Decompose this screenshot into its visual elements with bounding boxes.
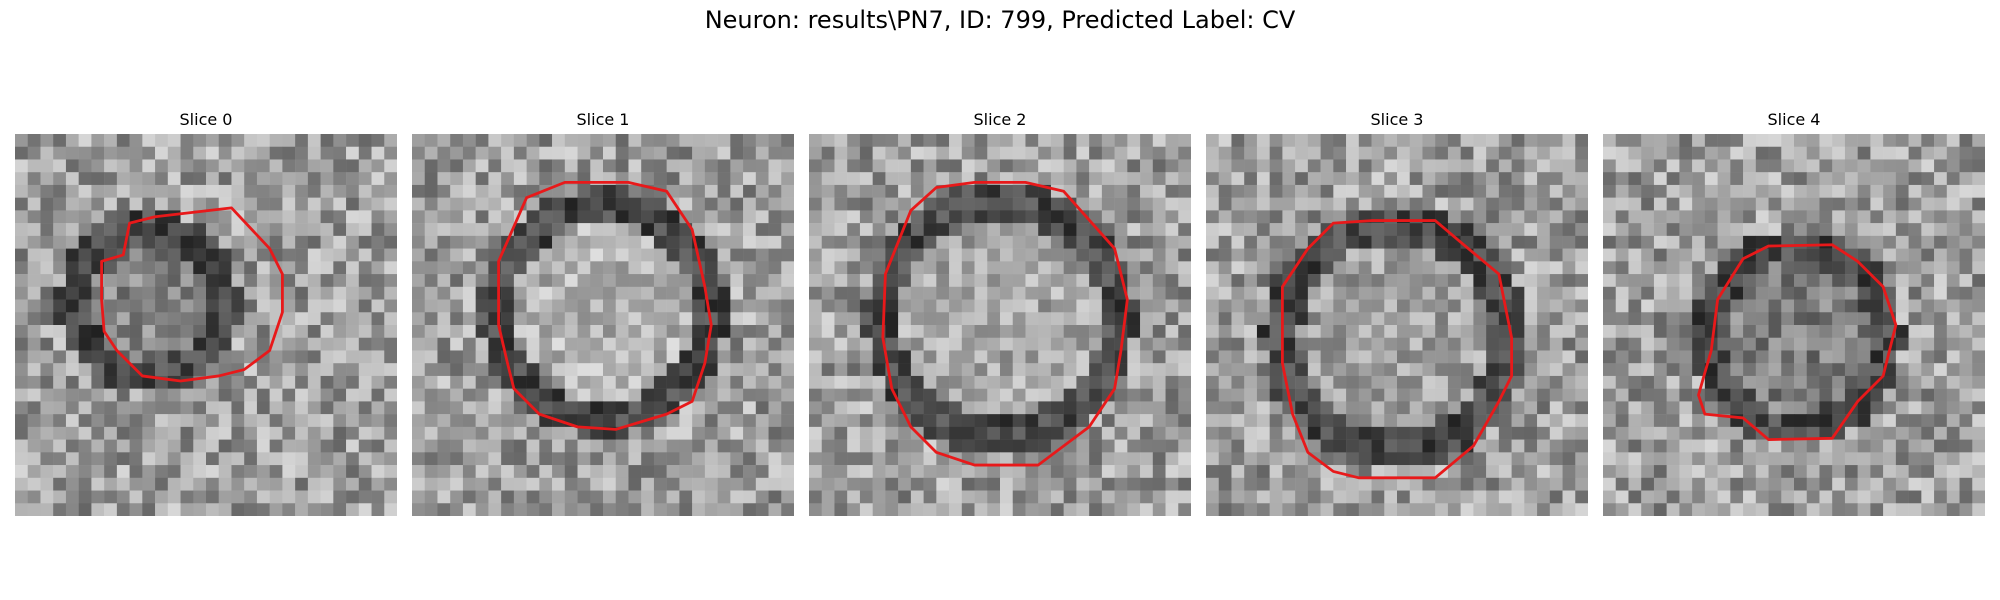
slice-panel-2: Slice 2 bbox=[809, 108, 1191, 516]
slice-image-2 bbox=[809, 134, 1191, 516]
slice-image-4 bbox=[1603, 134, 1985, 516]
slice-image-3 bbox=[1206, 134, 1588, 516]
slice-panel-1: Slice 1 bbox=[412, 108, 794, 516]
figure-title: Neuron: results\PN7, ID: 799, Predicted … bbox=[704, 6, 1296, 34]
micrograph-pixels bbox=[1206, 134, 1588, 516]
segmentation-contour bbox=[100, 206, 284, 383]
micrograph-pixels bbox=[1603, 134, 1985, 516]
segmentation-contour bbox=[1697, 243, 1898, 442]
segmentation-contour bbox=[1280, 219, 1514, 480]
slice-title: Slice 2 bbox=[973, 110, 1027, 129]
slice-title: Slice 0 bbox=[179, 110, 233, 129]
micrograph-pixels bbox=[412, 134, 794, 516]
slice-panel-3: Slice 3 bbox=[1206, 108, 1588, 516]
slice-panel-4: Slice 4 bbox=[1603, 108, 1985, 516]
slice-title: Slice 3 bbox=[1370, 110, 1424, 129]
segmentation-contour bbox=[497, 180, 713, 431]
segmentation-contour bbox=[881, 180, 1129, 467]
slice-image-1 bbox=[412, 134, 794, 516]
micrograph-pixels bbox=[809, 134, 1191, 516]
slice-title: Slice 4 bbox=[1767, 110, 1821, 129]
slice-image-0 bbox=[15, 134, 397, 516]
slice-title: Slice 1 bbox=[576, 110, 630, 129]
micrograph-pixels bbox=[15, 134, 397, 516]
slice-panel-0: Slice 0 bbox=[15, 108, 397, 516]
